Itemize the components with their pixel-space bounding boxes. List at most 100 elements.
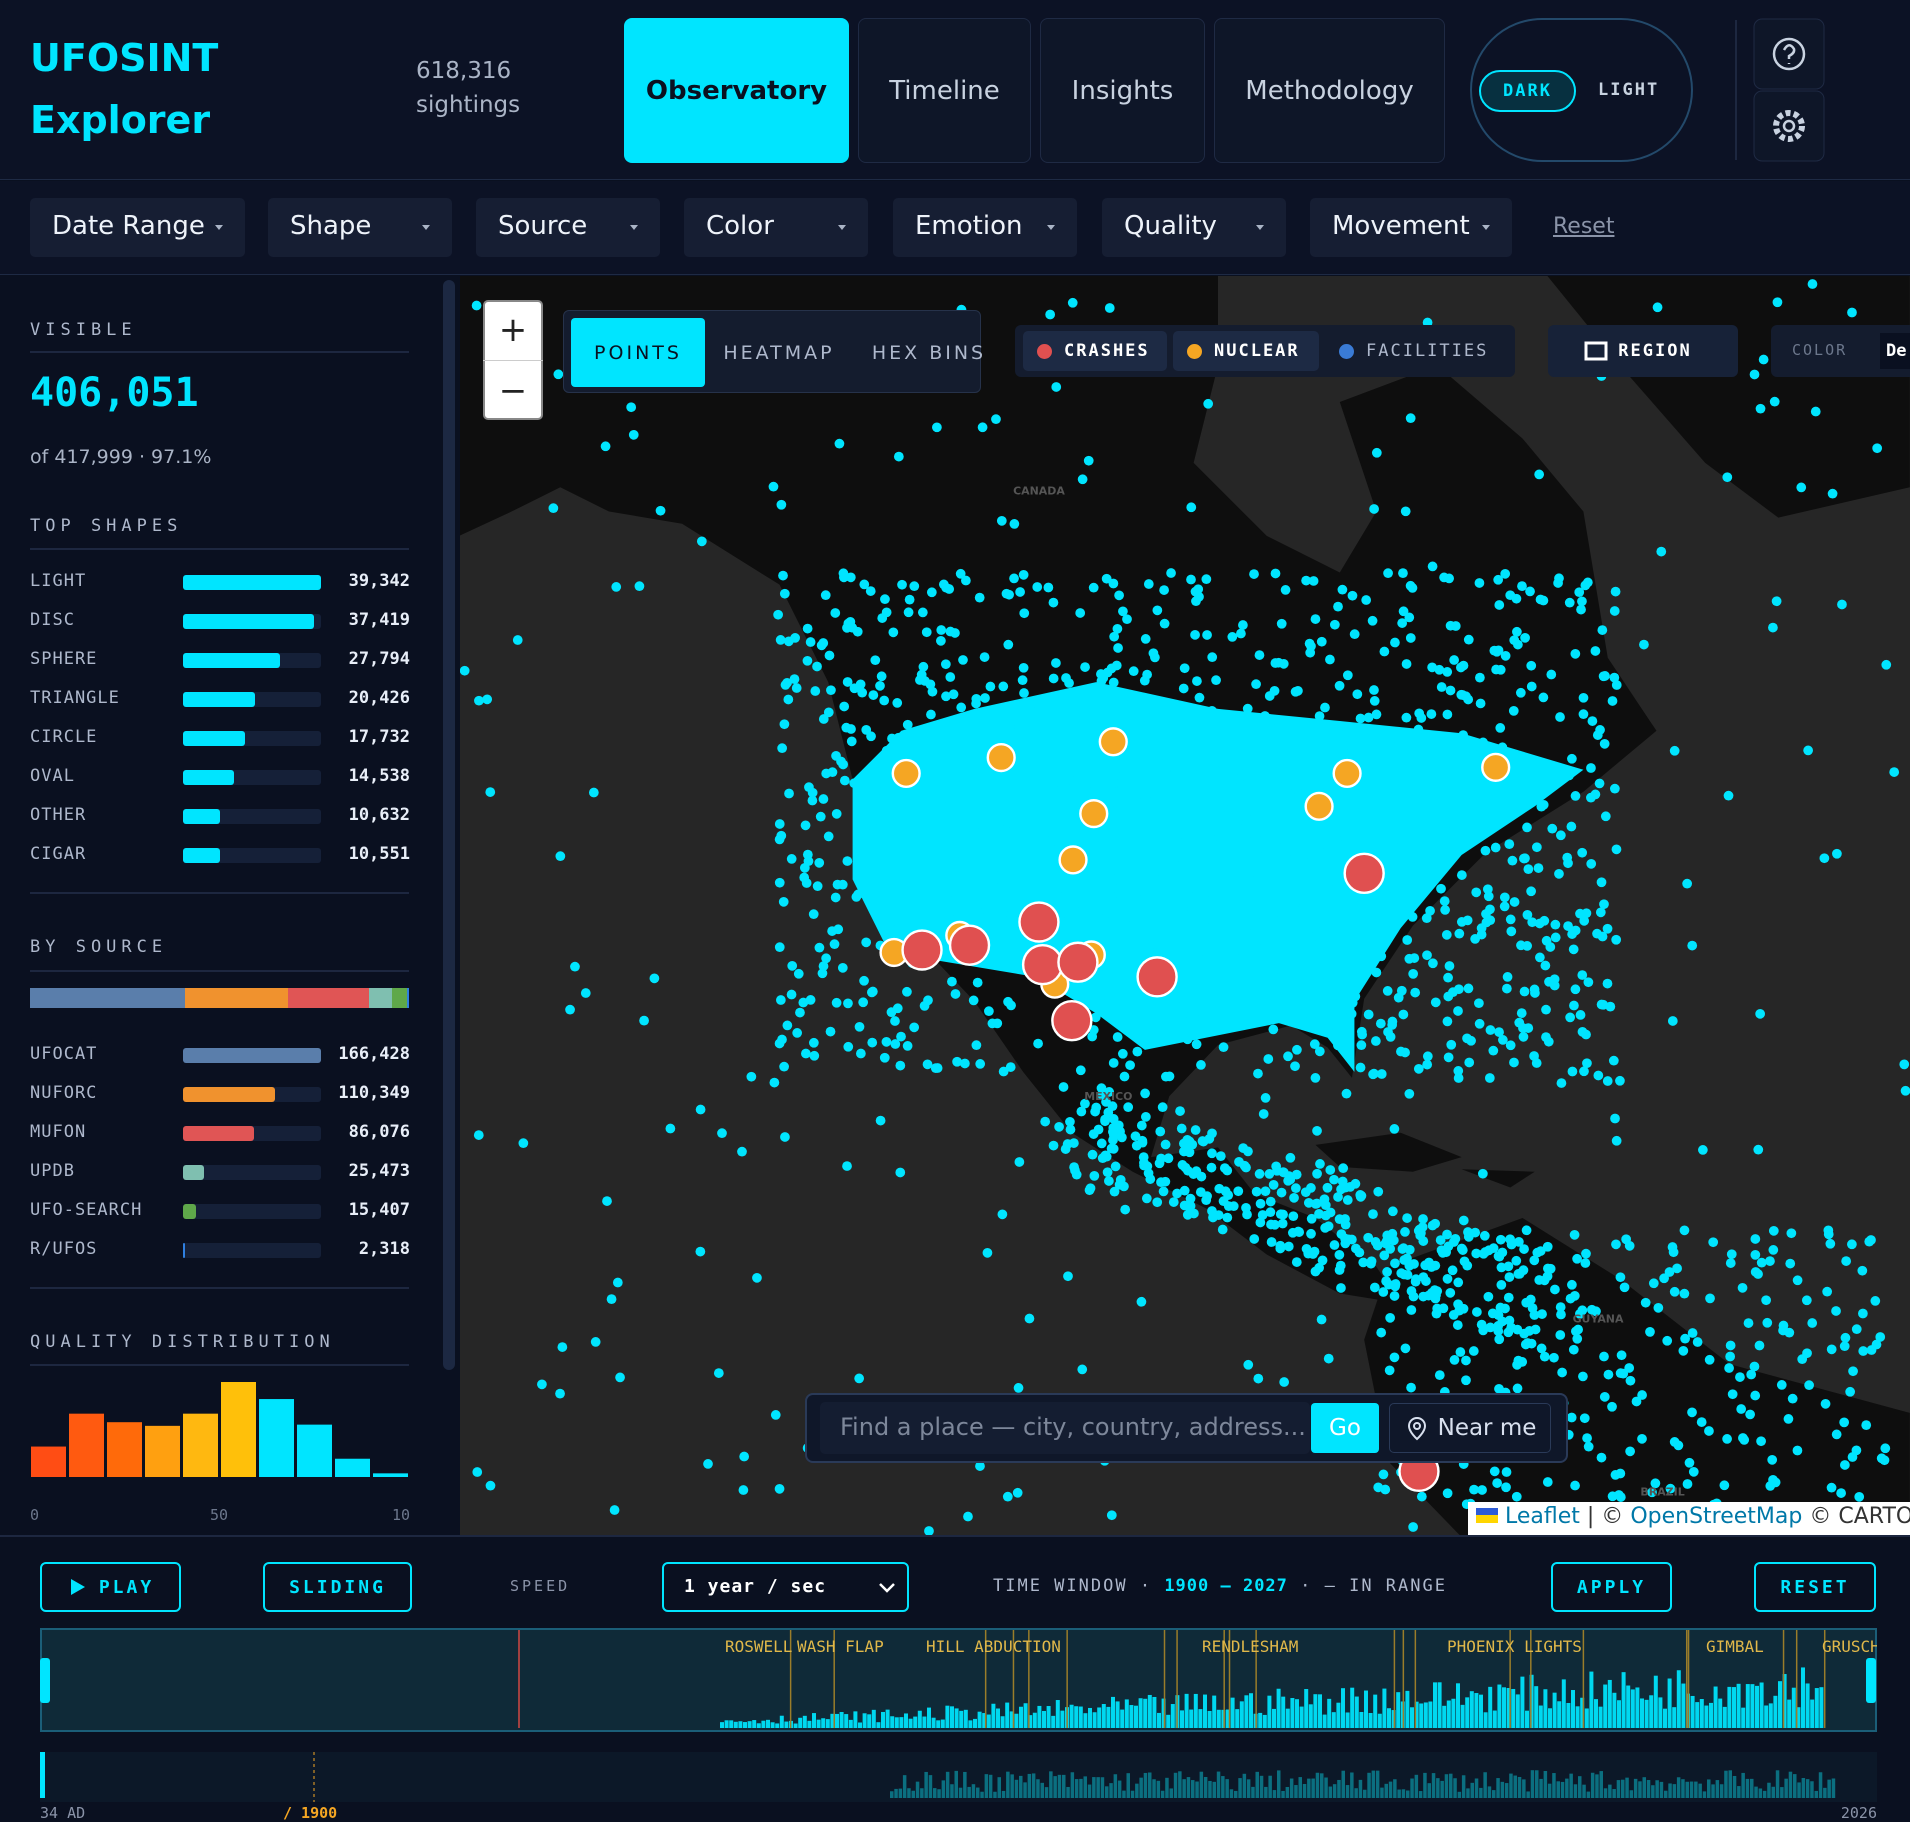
- theme-dark[interactable]: DARK: [1479, 70, 1576, 112]
- map-point: [1785, 1258, 1796, 1269]
- map-point: [1537, 1309, 1547, 1319]
- icon-buttons: [1753, 18, 1825, 162]
- reset-button[interactable]: RESET: [1754, 1562, 1876, 1612]
- filter-button[interactable]: Movement: [1310, 198, 1512, 257]
- map-mode[interactable]: HEX BINS: [871, 341, 987, 364]
- layer-toggle[interactable]: FACILITIES: [1325, 331, 1507, 371]
- histogram-bar: [1363, 1789, 1367, 1798]
- map-point: [1529, 984, 1540, 995]
- mode-button[interactable]: SLIDING: [263, 1562, 412, 1612]
- map-point: [1556, 1309, 1566, 1320]
- reset-filters[interactable]: Reset: [1553, 214, 1615, 239]
- map-point: [1545, 1263, 1556, 1274]
- map-point: [1900, 1085, 1910, 1096]
- map-point: [778, 570, 788, 581]
- filter-button[interactable]: Shape: [268, 198, 452, 257]
- attr-link[interactable]: Leaflet: [1505, 1504, 1580, 1529]
- map-mode[interactable]: HEATMAP: [723, 341, 835, 364]
- filter-button[interactable]: Date Range: [30, 198, 245, 257]
- map-point: [1570, 648, 1581, 659]
- search-go[interactable]: Go: [1311, 1403, 1379, 1453]
- map-mode[interactable]: POINTS: [571, 318, 705, 387]
- layer-toggle[interactable]: NUCLEAR: [1173, 331, 1319, 371]
- map-point: [1549, 974, 1560, 985]
- map-point: [1373, 733, 1383, 744]
- histogram-bar: [1028, 1715, 1033, 1728]
- filter-button[interactable]: Source: [476, 198, 660, 257]
- help-button[interactable]: [1753, 18, 1825, 90]
- row-label: OTHER: [30, 805, 87, 825]
- zoom-out[interactable]: −: [483, 360, 543, 420]
- settings-button[interactable]: [1753, 90, 1825, 162]
- zoom-in[interactable]: +: [498, 310, 528, 350]
- histogram-bar: [1373, 1694, 1378, 1728]
- histogram-bar: [1182, 1779, 1186, 1798]
- apply-button[interactable]: APPLY: [1551, 1562, 1672, 1612]
- stack-segment: [288, 988, 369, 1008]
- map-point: [1418, 1236, 1429, 1246]
- timeline-track[interactable]: ROSWELL WASH FLAP HILL ABDUCTION RENDLESHAM…: [40, 1628, 1877, 1732]
- overview-track[interactable]: [40, 1752, 1877, 1802]
- color-select[interactable]: De: [1880, 333, 1910, 369]
- map-point: [1603, 1369, 1614, 1380]
- map-point: [1048, 597, 1059, 608]
- map-point: [1291, 783, 1301, 794]
- map-point: [926, 587, 937, 598]
- time-window: TIME WINDOW · 1900 — 2027 · — IN RANGE: [993, 1576, 1447, 1596]
- map-point: [1750, 1234, 1761, 1244]
- map-point: [1590, 646, 1601, 656]
- histogram-bar: [1704, 1705, 1709, 1728]
- map-point: [1387, 1206, 1398, 1217]
- filter-label: Source: [498, 211, 588, 241]
- brand[interactable]: Explorer: [30, 98, 211, 142]
- region-button[interactable]: REGION: [1548, 325, 1738, 377]
- nav-tab[interactable]: Methodology: [1214, 18, 1445, 163]
- filter-button[interactable]: Color: [684, 198, 868, 257]
- map-point: [1568, 1344, 1579, 1355]
- map-point: [888, 627, 899, 638]
- map-point: [1580, 1258, 1591, 1268]
- map-point: [1839, 1341, 1850, 1352]
- histogram-bar: [1203, 1776, 1208, 1798]
- histogram-bar: [259, 1399, 294, 1477]
- nav-tab[interactable]: Insights: [1040, 18, 1205, 163]
- filter-button[interactable]: Quality: [1102, 198, 1286, 257]
- histogram-bar: [1382, 1688, 1387, 1728]
- filter-button[interactable]: Emotion: [893, 198, 1077, 257]
- attr-link[interactable]: OpenStreetMap: [1630, 1504, 1803, 1529]
- histogram-bar: [733, 1721, 738, 1728]
- layer-toggle[interactable]: CRASHES: [1023, 331, 1167, 371]
- map-point: [971, 774, 982, 785]
- map-point: [1647, 1487, 1657, 1498]
- play-button[interactable]: PLAY: [40, 1562, 181, 1612]
- search-input[interactable]: Find a place — city, country, address...: [820, 1402, 1310, 1454]
- speed-select[interactable]: 1 year / sec: [662, 1562, 909, 1612]
- map-point: [1186, 574, 1196, 585]
- histogram-bar: [915, 1781, 920, 1798]
- nav-tab[interactable]: Observatory: [624, 18, 849, 163]
- brand[interactable]: UFOSINT: [30, 36, 219, 80]
- histogram-bar: [963, 1709, 968, 1728]
- map-point: [1318, 900, 1329, 911]
- theme-light[interactable]: LIGHT: [1598, 80, 1660, 100]
- map-point: [1611, 680, 1622, 690]
- map-point: [1505, 1234, 1515, 1245]
- map-point: [927, 686, 938, 697]
- map-point: [1396, 910, 1406, 921]
- scrollbar[interactable]: [443, 280, 455, 1370]
- histogram-bar: [1152, 1696, 1157, 1728]
- histogram-bar: [1143, 1772, 1148, 1798]
- map-point: [665, 1123, 676, 1134]
- bar-track: [183, 1243, 321, 1258]
- theme-toggle[interactable]: [1470, 18, 1693, 162]
- map-point: [1104, 303, 1115, 313]
- stack-segment: [368, 988, 393, 1008]
- map-point: [1330, 860, 1341, 871]
- near-me[interactable]: Near me: [1389, 1403, 1551, 1453]
- map-point: [1443, 972, 1453, 983]
- map-point: [1331, 987, 1341, 998]
- nav-tab[interactable]: Timeline: [858, 18, 1031, 163]
- histogram-bar: [1663, 1708, 1667, 1728]
